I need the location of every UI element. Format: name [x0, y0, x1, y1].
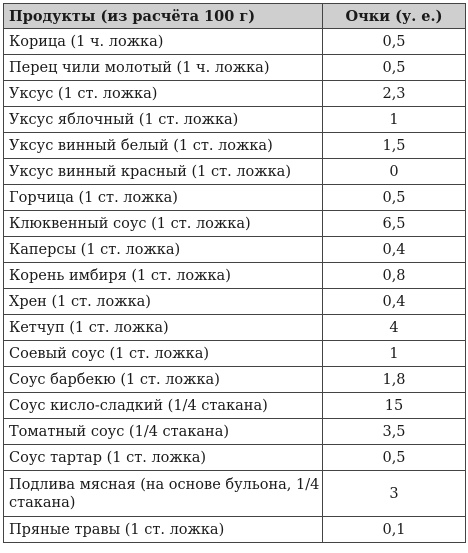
table-row: Перец чили молотый (1 ч. ложка) 0,5 — [3, 54, 466, 81]
product-cell: Корень имбиря (1 ст. ложка) — [3, 262, 323, 289]
points-cell: 1 — [322, 106, 466, 133]
points-cell: 1,5 — [322, 132, 466, 159]
points-cell: 3 — [322, 470, 466, 517]
product-cell: Хрен (1 ст. ложка) — [3, 288, 323, 315]
points-table: Продукты (из расчёта 100 г) Очки (у. е.)… — [3, 3, 466, 543]
table-row: Уксус (1 ст. ложка) 2,3 — [3, 80, 466, 107]
product-cell: Уксус винный белый (1 ст. ложка) — [3, 132, 323, 159]
points-cell: 0,5 — [322, 444, 466, 471]
table-row: Соевый соус (1 ст. ложка) 1 — [3, 340, 466, 367]
table-row: Корень имбиря (1 ст. ложка) 0,8 — [3, 262, 466, 289]
product-cell: Томатный соус (1/4 стакана) — [3, 418, 323, 445]
header-products: Продукты (из расчёта 100 г) — [3, 3, 323, 29]
table-row: Пряные травы (1 ст. ложка) 0,1 — [3, 516, 466, 543]
table-row: Соус кисло-сладкий (1/4 стакана) 15 — [3, 392, 466, 419]
table-row: Каперсы (1 ст. ложка) 0,4 — [3, 236, 466, 263]
table-row: Горчица (1 ст. ложка) 0,5 — [3, 184, 466, 211]
points-cell: 0,8 — [322, 262, 466, 289]
table-row: Хрен (1 ст. ложка) 0,4 — [3, 288, 466, 315]
product-cell: Соус кисло-сладкий (1/4 стакана) — [3, 392, 323, 419]
table-row: Уксус яблочный (1 ст. ложка) 1 — [3, 106, 466, 133]
header-points: Очки (у. е.) — [322, 3, 466, 29]
product-cell: Уксус (1 ст. ложка) — [3, 80, 323, 107]
points-cell: 1 — [322, 340, 466, 367]
product-cell: Клюквенный соус (1 ст. ложка) — [3, 210, 323, 237]
product-cell: Уксус яблочный (1 ст. ложка) — [3, 106, 323, 133]
table-row: Клюквенный соус (1 ст. ложка) 6,5 — [3, 210, 466, 237]
points-cell: 1,8 — [322, 366, 466, 393]
product-cell: Перец чили молотый (1 ч. ложка) — [3, 54, 323, 81]
points-cell: 0,5 — [322, 28, 466, 55]
product-cell: Подлива мясная (на основе бульона, 1/4 с… — [3, 470, 323, 517]
product-cell: Уксус винный красный (1 ст. ложка) — [3, 158, 323, 185]
points-cell: 15 — [322, 392, 466, 419]
points-cell: 2,3 — [322, 80, 466, 107]
table-row: Соус барбекю (1 ст. ложка) 1,8 — [3, 366, 466, 393]
points-cell: 6,5 — [322, 210, 466, 237]
points-cell: 0,4 — [322, 288, 466, 315]
table-row: Уксус винный белый (1 ст. ложка) 1,5 — [3, 132, 466, 159]
product-cell: Пряные травы (1 ст. ложка) — [3, 516, 323, 543]
points-cell: 0,5 — [322, 54, 466, 81]
table-row: Подлива мясная (на основе бульона, 1/4 с… — [3, 470, 466, 517]
table-row: Уксус винный красный (1 ст. ложка) 0 — [3, 158, 466, 185]
points-cell: 0,1 — [322, 516, 466, 543]
product-cell: Горчица (1 ст. ложка) — [3, 184, 323, 211]
table-row: Соус тартар (1 ст. ложка) 0,5 — [3, 444, 466, 471]
product-cell: Соус тартар (1 ст. ложка) — [3, 444, 323, 471]
table-row: Томатный соус (1/4 стакана) 3,5 — [3, 418, 466, 445]
points-cell: 0,4 — [322, 236, 466, 263]
table-row: Кетчуп (1 ст. ложка) 4 — [3, 314, 466, 341]
table-header-row: Продукты (из расчёта 100 г) Очки (у. е.) — [3, 3, 466, 29]
table-row: Корица (1 ч. ложка) 0,5 — [3, 28, 466, 55]
points-cell: 0 — [322, 158, 466, 185]
product-cell: Корица (1 ч. ложка) — [3, 28, 323, 55]
product-cell: Соус барбекю (1 ст. ложка) — [3, 366, 323, 393]
points-cell: 4 — [322, 314, 466, 341]
product-cell: Соевый соус (1 ст. ложка) — [3, 340, 323, 367]
points-cell: 3,5 — [322, 418, 466, 445]
product-cell: Каперсы (1 ст. ложка) — [3, 236, 323, 263]
points-cell: 0,5 — [322, 184, 466, 211]
product-cell: Кетчуп (1 ст. ложка) — [3, 314, 323, 341]
